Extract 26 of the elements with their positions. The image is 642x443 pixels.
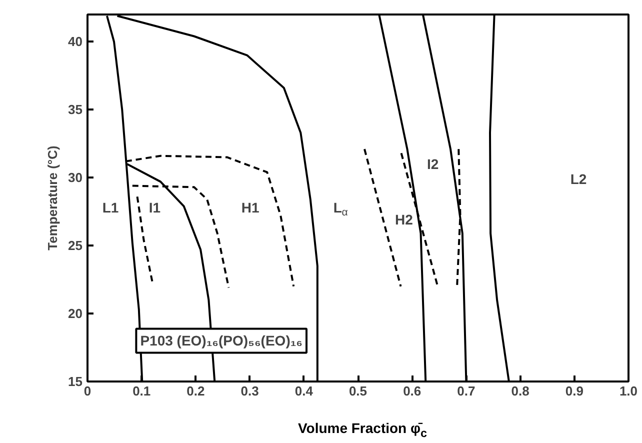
annotation: I1 — [148, 200, 161, 216]
annotation: L2 — [570, 170, 587, 187]
x-tick-label: 0.7 — [457, 384, 476, 398]
annotation: I2 — [426, 156, 439, 172]
y-tick-label: 30 — [68, 170, 83, 186]
x-tick-label: 1.0 — [619, 384, 638, 398]
annotation: H1 — [241, 200, 260, 216]
y-tick-label: 35 — [68, 102, 83, 118]
x-tick-label: 0.9 — [565, 384, 584, 398]
y-tick-label: 40 — [68, 34, 83, 50]
x-tick-label: 0.2 — [186, 384, 205, 398]
y-axis-title: Temperature (°C) — [45, 146, 60, 250]
y-tick-label: 20 — [68, 306, 83, 322]
x-tick-label: 0 — [84, 384, 92, 398]
annotation: H2 — [395, 212, 414, 228]
x-tick-label: 0.1 — [132, 384, 151, 398]
annotation: P103 (EO)₁₆(PO)₅₆(EO)₁₆ — [140, 332, 303, 349]
x-tick-label: 0.3 — [240, 384, 259, 398]
x-tick-label: 0.5 — [348, 384, 368, 398]
y-tick-label: 15 — [68, 374, 83, 389]
x-tick-label: 0.6 — [403, 384, 422, 398]
x-tick-label: 0.8 — [511, 384, 530, 398]
x-tick-label: 0.4 — [294, 384, 314, 398]
x-axis-title: Volume Fraction φ̄$_{c}$ — [298, 419, 428, 442]
y-tick-label: 25 — [68, 238, 83, 254]
annotation: L1 — [102, 200, 119, 216]
